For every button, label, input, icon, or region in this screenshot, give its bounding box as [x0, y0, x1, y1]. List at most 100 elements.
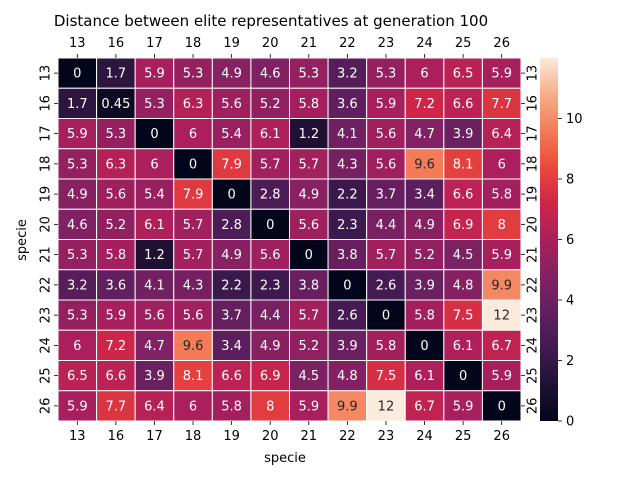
y-tick-label-right: 25 — [526, 367, 541, 384]
heatmap-cell — [481, 269, 522, 301]
y-tick-label-right: 26 — [526, 398, 541, 415]
heatmap-cell — [211, 118, 252, 150]
cell-value-label: 7.7 — [491, 97, 512, 112]
cell-value-label: 6.6 — [106, 369, 127, 384]
heatmap-cell — [289, 269, 329, 301]
cell-value-label: 2.2 — [221, 278, 242, 293]
cell-value-label: 6.6 — [453, 188, 474, 203]
cell-value-label: 7.2 — [414, 97, 435, 112]
cell-value-label: 3.7 — [376, 188, 397, 203]
heatmap-cell — [57, 360, 98, 392]
cell-value-label: 4.3 — [183, 278, 204, 293]
heatmap-cell — [211, 239, 252, 271]
heatmap-cell — [250, 87, 291, 119]
cell-value-label: 2.6 — [337, 309, 358, 324]
cell-value-label: 0 — [459, 369, 467, 384]
cell-value-labels: 0 1.7 5.9 5.3 4.9 4.6 5.3 3.2 5.3 6 6.5 5.9 1.7 0.45 5… — [67, 67, 512, 415]
cell-value-label: 5.3 — [376, 67, 397, 82]
colorbar-tick-label: 10 — [566, 112, 583, 127]
heatmap-cell — [404, 87, 445, 119]
cell-value-label: 5.3 — [298, 67, 319, 82]
colorbar-tick-label: 0 — [566, 415, 574, 430]
heatmap-cell — [481, 57, 522, 89]
heatmap-cell — [327, 360, 368, 392]
cell-value-label: 5.6 — [376, 157, 397, 172]
cell-value-label: 7.7 — [106, 399, 127, 414]
y-tick-label-left: 21 — [39, 246, 54, 263]
y-tick-label-left: 13 — [39, 65, 54, 82]
cell-value-label: 4.6 — [260, 67, 281, 82]
cell-value-label: 3.8 — [298, 278, 319, 293]
heatmap-cell — [327, 57, 368, 89]
colorbar-gradient — [540, 58, 558, 421]
heatmap-cell — [481, 118, 522, 150]
cell-value-label: 6 — [498, 157, 506, 172]
cell-value-label: 6.5 — [67, 369, 88, 384]
cell-value-label: 3.9 — [337, 339, 358, 354]
cell-value-label: 2.2 — [337, 188, 358, 203]
cell-value-label: 1.7 — [67, 97, 88, 112]
x-tick-label-top: 23 — [378, 36, 395, 51]
heatmap-cell — [366, 87, 406, 119]
x-tick-label-top: 18 — [185, 36, 202, 51]
cell-value-label: 3.4 — [221, 339, 242, 354]
heatmap-cell — [96, 87, 136, 119]
chart-title: Distance between elite representatives a… — [54, 12, 488, 30]
x-tick-label-bottom: 21 — [301, 429, 318, 444]
x-tick-label-top: 21 — [301, 36, 318, 51]
cell-value-label: 5.9 — [453, 399, 474, 414]
heatmap-cell — [134, 269, 175, 301]
cell-value-label: 1.2 — [298, 127, 319, 142]
cell-value-label: 3.8 — [337, 248, 358, 263]
colorbar-tick-label: 4 — [566, 294, 574, 309]
cell-value-label: 6 — [73, 339, 81, 354]
heatmap-cell — [250, 57, 291, 89]
x-tick-label-top: 25 — [455, 36, 472, 51]
cell-value-label: 4.9 — [221, 67, 242, 82]
cell-value-label: 5.2 — [260, 97, 281, 112]
cell-value-label: 2.3 — [337, 218, 358, 233]
cell-value-label: 12 — [378, 399, 395, 414]
x-tick-label-top: 20 — [262, 36, 279, 51]
cell-value-label: 5.6 — [221, 97, 242, 112]
cell-value-label: 5.3 — [144, 97, 165, 112]
cell-value-label: 9.9 — [491, 278, 512, 293]
x-tick-label-bottom: 20 — [262, 429, 279, 444]
cell-value-label: 5.9 — [491, 369, 512, 384]
heatmap-cell — [250, 239, 291, 271]
cell-value-label: 3.6 — [337, 97, 358, 112]
cell-value-label: 0 — [382, 309, 390, 324]
cell-value-label: 5.3 — [67, 248, 88, 263]
heatmap-cell — [289, 329, 329, 361]
cell-value-label: 0 — [498, 399, 506, 414]
cell-value-label: 5.9 — [67, 399, 88, 414]
heatmap-cell — [289, 239, 329, 271]
heatmap-cell — [481, 239, 522, 271]
heatmap-cell — [481, 360, 522, 392]
cell-value-label: 3.9 — [144, 369, 165, 384]
x-tick-label-bottom: 17 — [146, 429, 163, 444]
cell-value-label: 5.9 — [491, 248, 512, 263]
heatmap-cell — [96, 360, 136, 392]
x-tick-label-bottom: 23 — [378, 429, 395, 444]
y-tick-label-left: 18 — [39, 156, 54, 173]
cell-value-label: 5.7 — [183, 218, 204, 233]
cell-value-label: 8 — [498, 218, 506, 233]
cell-value-label: 6.1 — [453, 339, 474, 354]
cell-value-label: 2.3 — [260, 278, 281, 293]
cell-value-label: 5.8 — [414, 309, 435, 324]
heatmap-cell — [289, 87, 329, 119]
colorbar-tick-label: 2 — [566, 354, 574, 369]
x-tick-label-bottom: 22 — [339, 429, 356, 444]
cell-value-label: 4.7 — [144, 339, 165, 354]
heatmap-cell — [134, 118, 175, 150]
cell-value-label: 5.6 — [260, 248, 281, 263]
heatmap-cell — [57, 148, 98, 180]
y-tick-label-left: 19 — [39, 186, 54, 203]
heatmap-cell — [327, 208, 368, 240]
cell-value-label: 5.6 — [298, 218, 319, 233]
y-tick-label-left: 25 — [39, 367, 54, 384]
heatmap-cell — [211, 87, 252, 119]
cell-value-label: 5.8 — [298, 97, 319, 112]
